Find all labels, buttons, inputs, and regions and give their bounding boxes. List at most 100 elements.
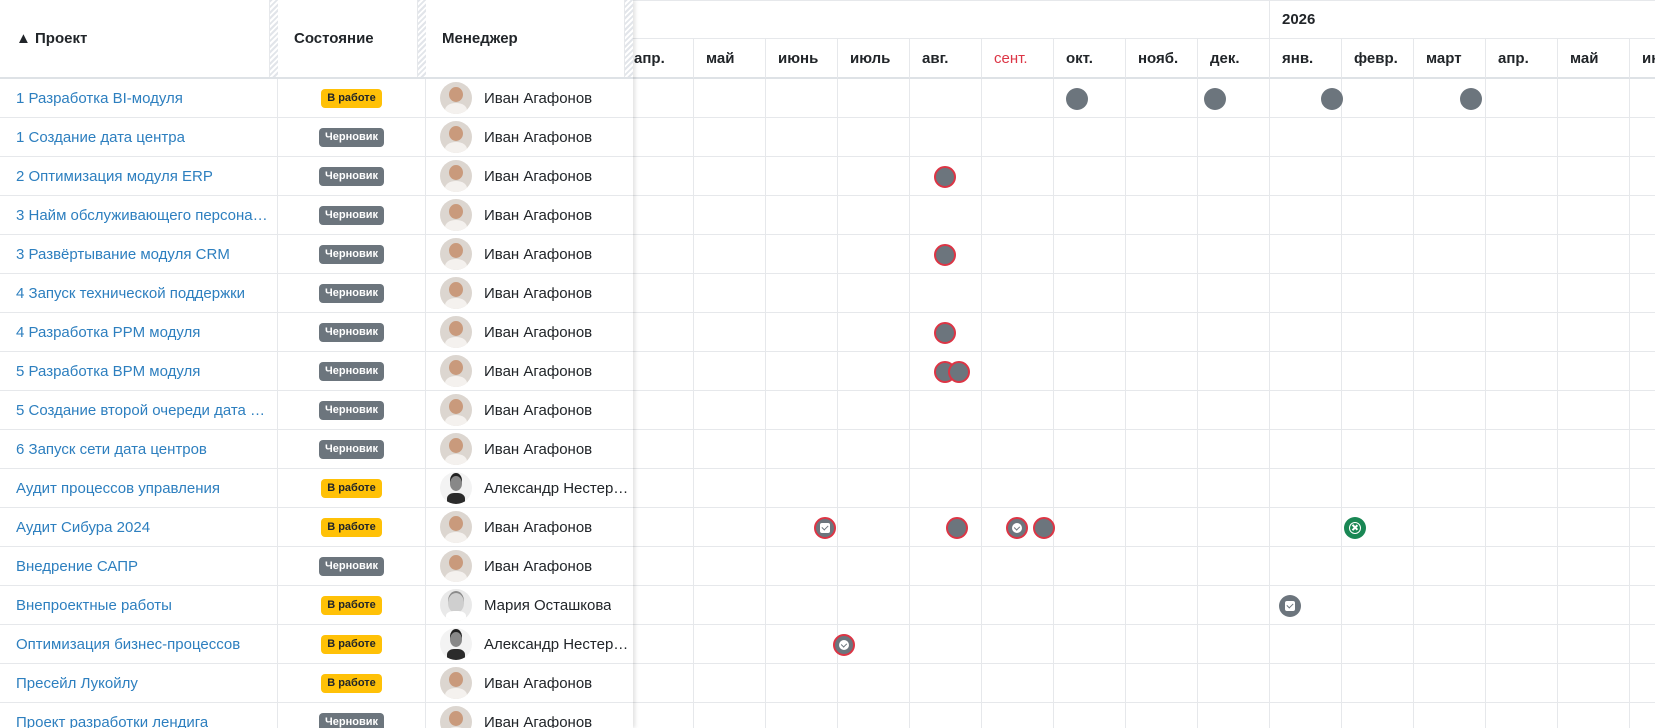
- table-row[interactable]: 2 Оптимизация модуля ERP Черновик Иван Ага…: [0, 157, 633, 196]
- status-badge: Черновик: [319, 400, 384, 420]
- column-header-state-label: Состояние: [294, 30, 374, 47]
- milestone-marker[interactable]: [934, 243, 956, 266]
- avatar: [440, 316, 472, 348]
- manager-cell: Иван Агафонов: [426, 79, 633, 117]
- table-row[interactable]: 3 Найм обслуживающего персонала Черновик И…: [0, 196, 633, 235]
- table-row[interactable]: 4 Запуск технической поддержки Черновик Ив…: [0, 274, 633, 313]
- status-badge: Черновик: [319, 556, 384, 576]
- project-link[interactable]: 3 Найм обслуживающего персонала: [16, 206, 268, 224]
- project-link[interactable]: Внедрение САПР: [16, 557, 139, 575]
- avatar: [440, 160, 472, 192]
- status-badge: В работе: [321, 517, 382, 537]
- month-header-cell: май: [693, 39, 765, 79]
- project-link[interactable]: Аудит процессов управления: [16, 479, 221, 497]
- manager-name: Александр Нестеров: [484, 635, 629, 653]
- status-badge: Черновик: [319, 712, 384, 728]
- project-link[interactable]: Аудит Сибура 2024: [16, 518, 151, 536]
- milestone-marker[interactable]: [1321, 87, 1344, 110]
- project-link[interactable]: 4 Запуск технической поддержки: [16, 284, 246, 302]
- grid-line: [633, 624, 1655, 625]
- milestone-marker[interactable]: [934, 321, 956, 344]
- state-cell: Черновик: [278, 313, 426, 351]
- column-resize-handle[interactable]: [417, 0, 426, 77]
- milestone-marker[interactable]: [1204, 87, 1226, 110]
- column-header-project[interactable]: ▲ Проект: [0, 0, 278, 79]
- column-resize-handle[interactable]: [269, 0, 278, 77]
- grid-line: [633, 468, 1655, 469]
- column-header-manager[interactable]: Менеджер: [426, 0, 633, 79]
- manager-cell: Иван Агафонов: [426, 157, 633, 195]
- grid-line: [633, 585, 1655, 586]
- year-label: 2026: [1282, 11, 1316, 28]
- project-cell: Пресейл Лукойлу: [0, 664, 278, 702]
- status-badge: В работе: [321, 478, 382, 498]
- project-link[interactable]: Проект разработки лендига: [16, 713, 209, 728]
- table-row[interactable]: 1 Разработка BI-модуля В работе Иван Агафо…: [0, 79, 633, 118]
- milestone-marker[interactable]: [1033, 516, 1056, 539]
- milestone-marker[interactable]: [934, 165, 956, 188]
- manager-name: Иван Агафонов: [484, 557, 593, 575]
- table-row[interactable]: Пресейл Лукойлу В работе Иван Агафонов: [0, 664, 633, 703]
- project-link[interactable]: Пресейл Лукойлу: [16, 674, 138, 692]
- table-row[interactable]: Внепроектные работы В работе Мария Осташко…: [0, 586, 633, 625]
- grid-line: [1485, 79, 1486, 728]
- project-link[interactable]: 5 Разработка BPM модуля: [16, 362, 201, 380]
- table-row[interactable]: 5 Создание второй очереди дата центра Чер…: [0, 391, 633, 430]
- status-badge: Черновик: [319, 283, 384, 303]
- table-row[interactable]: Внедрение САПР Черновик Иван Агафонов: [0, 547, 633, 586]
- table-row[interactable]: 1 Создание дата центра Черновик Иван Агафо…: [0, 118, 633, 157]
- gantt-timeline[interactable]: 2026 апр. май июнь июль авг. сент. окт. нояб. де…: [633, 0, 1655, 728]
- manager-cell: Александр Нестеров: [426, 469, 633, 507]
- column-resize-handle[interactable]: [624, 0, 633, 77]
- milestone-marker[interactable]: [1006, 516, 1028, 539]
- project-link[interactable]: 6 Запуск сети дата центров: [16, 440, 207, 458]
- milestone-marker[interactable]: [833, 633, 856, 656]
- project-link[interactable]: 1 Разработка BI-модуля: [16, 89, 183, 107]
- manager-name: Иван Агафонов: [484, 206, 593, 224]
- table-row[interactable]: 4 Разработка PPM модуля Черновик Иван Агаф…: [0, 313, 633, 352]
- table-row[interactable]: Проект разработки лендига Черновик Иван Аг…: [0, 703, 633, 728]
- project-cell: 5 Создание второй очереди дата центра: [0, 391, 278, 429]
- project-link[interactable]: 4 Разработка PPM модуля: [16, 323, 201, 341]
- manager-cell: Иван Агафонов: [426, 664, 633, 702]
- project-cell: 4 Запуск технической поддержки: [0, 274, 278, 312]
- manager-name: Иван Агафонов: [484, 401, 593, 419]
- table-row[interactable]: 5 Разработка BPM модуля Черновик Иван Агаф…: [0, 352, 633, 391]
- table-row[interactable]: Оптимизация бизнес-процессов В работе Алек…: [0, 625, 633, 664]
- month-header-cell: апр.: [1485, 39, 1557, 79]
- grid-line: [693, 79, 694, 728]
- milestone-marker[interactable]: [1065, 87, 1088, 110]
- project-link[interactable]: Оптимизация бизнес-процессов: [16, 635, 241, 653]
- milestone-marker[interactable]: [1344, 516, 1367, 539]
- avatar: [440, 511, 472, 543]
- grid-line: [909, 79, 910, 728]
- avatar: [440, 550, 472, 582]
- project-link[interactable]: 2 Оптимизация модуля ERP: [16, 167, 213, 185]
- status-badge: В работе: [321, 88, 382, 108]
- state-cell: Черновик: [278, 274, 426, 312]
- milestone-marker[interactable]: [1459, 87, 1482, 110]
- manager-name: Мария Осташкова: [484, 596, 612, 614]
- state-cell: В работе: [278, 625, 426, 663]
- avatar: [440, 82, 472, 114]
- milestone-marker[interactable]: [814, 516, 837, 539]
- grid-line: [1629, 79, 1630, 728]
- table-row[interactable]: Аудит процессов управления В работе Алекса…: [0, 469, 633, 508]
- project-link[interactable]: 3 Развёртывание модуля CRM: [16, 245, 230, 263]
- project-link[interactable]: Внепроектные работы: [16, 596, 172, 614]
- grid-line: [1341, 79, 1342, 728]
- table-row[interactable]: 3 Развёртывание модуля CRM Черновик Иван А…: [0, 235, 633, 274]
- project-cell: Внедрение САПР: [0, 547, 278, 585]
- table-row[interactable]: Аудит Сибура 2024 В работе Иван Агафонов: [0, 508, 633, 547]
- milestone-marker[interactable]: [946, 516, 969, 539]
- project-link[interactable]: 5 Создание второй очереди дата центра: [16, 401, 268, 419]
- project-link[interactable]: 1 Создание дата центра: [16, 128, 185, 146]
- milestone-marker[interactable]: [1278, 594, 1301, 617]
- column-header-state[interactable]: Состояние: [278, 0, 426, 79]
- manager-name: Иван Агафонов: [484, 245, 593, 263]
- status-badge: Черновик: [319, 244, 384, 264]
- status-badge: В работе: [321, 634, 382, 654]
- milestone-marker[interactable]: [948, 360, 971, 383]
- avatar: [440, 628, 472, 660]
- table-row[interactable]: 6 Запуск сети дата центров Черновик Иван А…: [0, 430, 633, 469]
